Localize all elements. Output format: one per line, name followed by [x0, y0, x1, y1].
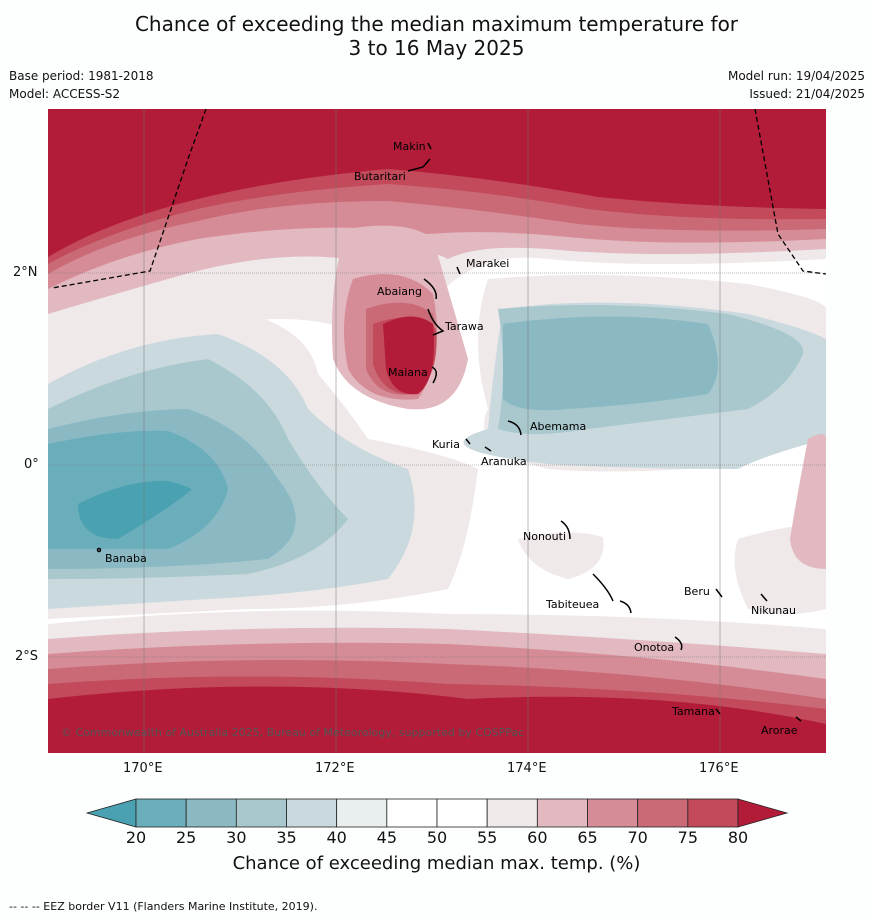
place-nonouti: Nonouti [523, 530, 566, 543]
place-labels: Makin Butaritari Marakei Abaiang Tarawa … [105, 140, 798, 737]
map-title: Chance of exceeding the median maximum t… [0, 12, 873, 60]
colorbar-bin-60-65 [536, 798, 588, 828]
title-line-1: Chance of exceeding the median maximum t… [134, 12, 739, 36]
colorbar-title: Chance of exceeding median max. temp. (%… [232, 853, 641, 874]
place-makin: Makin [393, 140, 426, 153]
place-maiana: Maiana [388, 366, 428, 379]
map-canvas: Makin Butaritari Marakei Abaiang Tarawa … [48, 109, 826, 753]
place-tamana: Tamana [671, 705, 715, 718]
colorbar-tick-50: 50 [426, 828, 448, 847]
model-name: Model: ACCESS-S2 [9, 87, 121, 101]
place-tabiteuea: Tabiteuea [545, 598, 599, 611]
colorbar-bin-20-25 [135, 798, 187, 828]
place-tarawa: Tarawa [444, 320, 484, 333]
colorbar-tick-45: 45 [376, 828, 398, 847]
lon-label-174e: 174°E [507, 761, 547, 776]
colorbar-tick-25: 25 [175, 828, 197, 847]
colorbar-tick-30: 30 [226, 828, 247, 847]
place-beru: Beru [684, 585, 710, 598]
colorbar-tick-65: 65 [577, 828, 598, 847]
place-abemama: Abemama [530, 420, 586, 433]
title-line-2: 3 to 16 May 2025 [348, 36, 525, 60]
colorbar-tick-55: 55 [476, 828, 498, 847]
issued-date: Issued: 21/04/2025 [749, 87, 865, 101]
place-marakei: Marakei [466, 257, 509, 270]
base-period: Base period: 1981-2018 [9, 69, 154, 83]
model-run: Model run: 19/04/2025 [727, 69, 865, 83]
lon-label-176e: 176°E [699, 761, 739, 776]
colorbar-tick-80: 80 [727, 828, 749, 847]
place-nikunau: Nikunau [751, 604, 796, 617]
lon-label-172e: 172°E [315, 761, 355, 776]
place-aranuka: Aranuka [481, 455, 527, 468]
colorbar-tick-35: 35 [276, 828, 297, 847]
colorbar-bin-65-70 [587, 798, 639, 828]
eez-border [51, 109, 826, 289]
colorbar-bin-25-30 [185, 798, 237, 828]
colorbar-low-extension [86, 798, 137, 828]
lat-label-2s: 2°S [15, 649, 39, 664]
place-banaba: Banaba [105, 552, 147, 565]
contour-field [48, 109, 826, 753]
place-butaritari: Butaritari [354, 170, 406, 183]
colorbar-tick-40: 40 [326, 828, 347, 847]
colorbar-bin-35-40 [286, 798, 338, 828]
place-onotoa: Onotoa [634, 641, 674, 654]
colorbar-tick-60: 60 [527, 828, 548, 847]
meta-left: Base period: 1981-2018 Model: ACCESS-S2 [9, 67, 154, 103]
colorbar [86, 798, 789, 828]
colorbar-bin-30-35 [235, 798, 287, 828]
colorbar-tick-70: 70 [627, 828, 648, 847]
lon-label-170e: 170°E [123, 761, 163, 776]
graticule [48, 109, 826, 753]
copyright-notice: © Commonwealth of Australia 2025, Bureau… [61, 726, 524, 739]
colorbar-bin-40-45 [336, 798, 388, 828]
lat-label-2n: 2°N [13, 265, 38, 280]
colorbar-tick-75: 75 [677, 828, 699, 847]
lat-label-0: 0° [24, 457, 39, 472]
colorbar-high-extension [737, 798, 789, 828]
colorbar-bin-55-60 [486, 798, 538, 828]
colorbar-bin-45-50 [386, 798, 438, 828]
place-arorae: Arorae [761, 724, 798, 737]
colorbar-bin-75-80 [687, 798, 739, 828]
colorbar-bin-50-55 [436, 798, 488, 828]
colorbar-tick-20: 20 [125, 828, 147, 847]
meta-right: Model run: 19/04/2025 Issued: 21/04/2025 [728, 67, 865, 103]
place-abaiang: Abaiang [377, 285, 422, 298]
islands [96, 142, 802, 722]
colorbar-bin-70-75 [637, 798, 689, 828]
footer-eez-note: -- -- -- EEZ border V11 (Flanders Marine… [9, 900, 318, 913]
place-kuria: Kuria [432, 438, 460, 451]
